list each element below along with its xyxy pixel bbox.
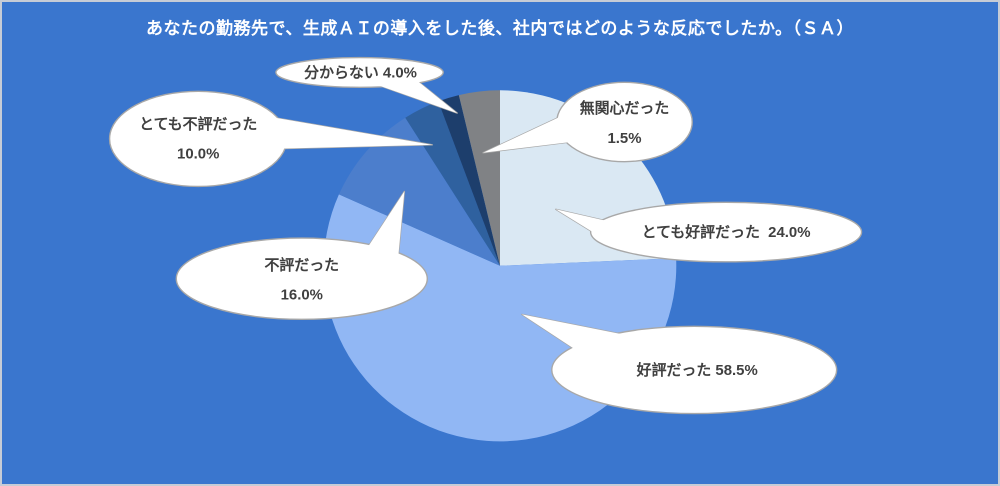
callout-label: 不評だった [264,256,339,274]
callout-value: 1.5% [607,131,641,147]
callout-very-negative: とても不評だった 10.0% [108,90,433,188]
callout-value: 16.0% [281,288,323,304]
callout-negative: 不評だった 16.0% [175,190,428,321]
callout-tail-cover [378,78,458,114]
callout-bubble [108,90,288,188]
callout-tail-cover [555,209,608,241]
callout-bubble [556,81,693,163]
callout-label: 無関心だった [580,99,670,117]
callout-tail-cover [483,114,572,153]
callout-label: 分からない 4.0% [304,64,417,81]
callout-tail-cover [270,117,433,149]
callout-bubble [589,201,863,263]
callout-tail-cover [368,191,405,255]
callout-dont-know: 分からない 4.0% [275,56,458,114]
callout-tail-cover [521,314,663,360]
callout-bubble [275,56,444,88]
callout-bubble [175,237,428,321]
pie-slice-very-negative [405,101,500,266]
callout-very-positive: とても好評だった 24.0% [555,201,863,263]
callout-label: とても好評だった 24.0% [642,223,811,241]
pie-slice-dont-know [438,95,500,266]
pie-slice-negative [338,117,500,266]
callout-value: 10.0% [177,147,219,163]
pie-slice-indifferent [458,90,500,266]
callout-label: とても不評だった [139,115,257,133]
callout-indifferent: 無関心だった 1.5% [482,81,693,163]
chart-title: あなたの勤務先で、生成ＡＩの導入をした後、社内ではどのような反応でしたか。（ＳＡ… [146,19,854,38]
callout-positive: 好評だった 58.5% [521,313,838,415]
callout-label: 好評だった 58.5% [636,361,758,379]
